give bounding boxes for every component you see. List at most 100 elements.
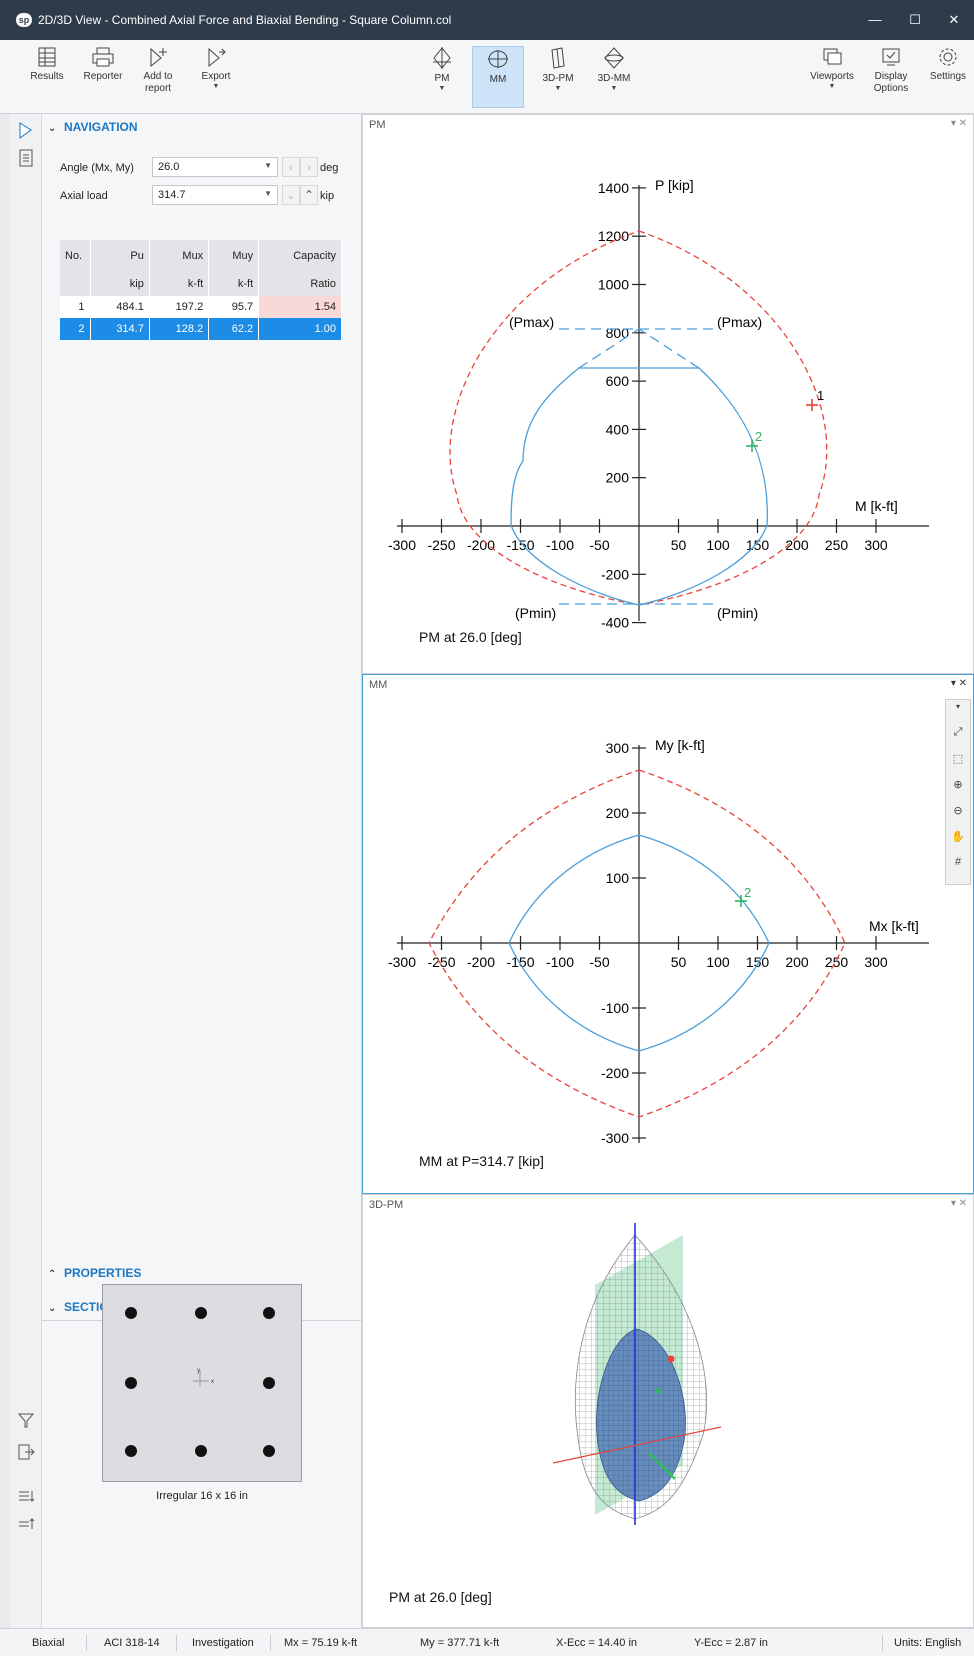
pm-y-tick-label: 1000 <box>598 277 629 293</box>
navigation-section-header[interactable]: ⌄ NAVIGATION <box>48 120 138 134</box>
3d-load-point-2[interactable] <box>656 1388 662 1394</box>
chevron-down-icon: ⌄ <box>48 123 57 134</box>
load-point-2[interactable]: 2 <box>735 885 751 907</box>
close-button[interactable]: ✕ <box>948 12 960 27</box>
zoom-window-icon[interactable]: ⬚ <box>952 753 964 765</box>
pan-hand-icon[interactable]: ✋ <box>951 831 965 843</box>
status-design-code: ACI 318-14 <box>104 1637 160 1649</box>
mm-viewport-tab: MM <box>369 679 388 691</box>
3d-pm-icon <box>551 47 565 69</box>
pm-nominal-capacity-curve <box>510 367 768 606</box>
results-label: Results <box>30 71 64 82</box>
section-caption: Irregular 16 x 16 in <box>156 1490 248 1502</box>
table-cell: 2 <box>60 318 91 340</box>
mm-diagram-icon <box>488 50 508 68</box>
table-units-row: kip k-ft k-ft Ratio <box>60 272 342 296</box>
zoom-out-icon[interactable]: ⊖ <box>953 805 963 817</box>
report-page-icon[interactable] <box>16 148 36 168</box>
expand-all-icon[interactable] <box>16 1514 36 1534</box>
pm-view-button[interactable]: PM ▼ <box>420 46 464 108</box>
reporter-button[interactable]: Reporter <box>80 46 126 108</box>
load-point-2[interactable]: 2 <box>746 429 762 452</box>
mm-interaction-diagram[interactable]: -300 -250 -200 -150 -100 -50 50 100 150 200 250 300… <box>363 675 974 1195</box>
printer-icon <box>92 47 114 67</box>
zoom-extents-icon[interactable]: ⤢ <box>953 726 963 738</box>
mm-x-tick-label: 50 <box>671 954 687 970</box>
table-unit-cell: Ratio <box>258 272 342 296</box>
axial-load-combobox[interactable]: 314.7 ▼ <box>152 185 278 205</box>
3d-mm-icon <box>604 47 624 69</box>
load-point-1[interactable]: 1 <box>806 388 824 411</box>
rebar <box>195 1307 207 1319</box>
properties-section-header[interactable]: ⌃ PROPERTIES <box>48 1266 141 1280</box>
table-cell: 95.7 <box>208 296 260 318</box>
3d-pm-view-button[interactable]: 3D-PM ▼ <box>536 46 580 108</box>
table-header-cell: Muy <box>208 240 260 272</box>
maximize-button[interactable]: ☐ <box>909 12 921 27</box>
pm-y-tick-label: 600 <box>606 373 630 389</box>
title-bar: sp 2D/3D View - Combined Axial Force and… <box>0 0 974 40</box>
mm-viewport[interactable]: MM ▾ ✕ -300 -250 -200 -150 -100 -50 50 100 150 20… <box>362 674 974 1194</box>
exit-icon[interactable] <box>16 1442 36 1462</box>
navigation-panel: ⌄ NAVIGATION Angle (Mx, My) 26.0 ▼ ‹ › de… <box>42 114 362 1628</box>
display-options-icon <box>882 48 900 66</box>
3d-mm-view-button[interactable]: 3D-MM ▼ <box>592 46 636 108</box>
status-run-mode: Investigation <box>192 1637 254 1649</box>
rebar <box>195 1445 207 1457</box>
table-unit-cell <box>60 272 91 296</box>
angle-combobox[interactable]: 26.0 ▼ <box>152 157 278 177</box>
3d-pm-view-label: 3D-PM <box>542 73 574 84</box>
3d-pm-caption: PM at 26.0 [deg] <box>389 1589 492 1605</box>
display-options-label: Display Options <box>873 71 909 94</box>
pm-interaction-diagram[interactable]: -300 -250 -200 -150 -100 -50 50 100 150 200 250 300… <box>363 115 974 675</box>
add-to-report-label: Add to report <box>143 71 173 94</box>
viewport-controls[interactable]: ▾ ✕ <box>950 1198 967 1209</box>
table-row[interactable]: 1 484.1 197.2 95.7 1.54 <box>60 296 342 318</box>
3d-pm-viewport[interactable]: 3D-PM ▾ ✕ PM at 26.0 [deg] <box>362 1194 974 1628</box>
viewports-button[interactable]: Viewports ▼ <box>806 46 858 108</box>
table-header-cell: No. <box>60 240 91 272</box>
mm-y-tick-label: 300 <box>606 740 630 756</box>
table-header-cell: Mux <box>149 240 210 272</box>
pm-viewport[interactable]: PM ▾ ✕ -300 -250 -200 -150 -100 -50 50 100 150 20… <box>362 114 974 674</box>
status-bar: Biaxial ACI 318-14 Investigation Mx = 75… <box>0 1628 974 1656</box>
pm-pmax-taper <box>578 328 640 369</box>
angle-prev-button[interactable]: ‹ <box>282 157 300 177</box>
table-cell: 1 <box>60 296 91 318</box>
table-cell: 128.2 <box>149 318 210 340</box>
angle-label: Angle (Mx, My) <box>60 162 134 174</box>
export-label: Export <box>201 71 231 82</box>
viewport-controls[interactable]: ▾ ✕ <box>950 118 967 129</box>
grid-icon[interactable]: # <box>954 856 962 868</box>
chevron-up-icon: ⌃ <box>48 1269 57 1280</box>
chevron-down-icon: ▼ <box>828 83 836 90</box>
viewport-controls[interactable]: ▾ ✕ <box>950 678 967 689</box>
filter-icon[interactable] <box>16 1410 36 1430</box>
add-to-report-button[interactable]: Add to report <box>138 46 178 108</box>
diagram-view-icon[interactable] <box>16 120 36 140</box>
results-button[interactable]: Results <box>28 46 66 108</box>
mm-x-tick-label: 200 <box>785 954 809 970</box>
table-cell: 197.2 <box>149 296 210 318</box>
pm-x-tick-label: 300 <box>864 537 888 553</box>
3d-load-point-1[interactable] <box>667 1355 675 1363</box>
minimize-button[interactable]: — <box>868 12 882 27</box>
display-options-button[interactable]: Display Options <box>868 46 914 108</box>
collapse-all-icon[interactable] <box>16 1486 36 1506</box>
axial-load-up-button[interactable]: ⌃ <box>300 185 318 205</box>
chevron-down-icon[interactable]: ▾ <box>955 702 960 711</box>
axial-load-down-button[interactable]: ⌄ <box>282 185 300 205</box>
zoom-in-icon[interactable]: ⊕ <box>953 779 963 791</box>
mm-view-button[interactable]: MM <box>472 46 524 108</box>
3d-pm-surface[interactable] <box>363 1195 974 1629</box>
export-button[interactable]: Export ▼ <box>196 46 236 108</box>
angle-unit: deg <box>320 162 339 174</box>
table-row-selected[interactable]: 2 314.7 128.2 62.2 1.00 <box>60 318 342 340</box>
mm-caption: MM at P=314.7 [kip] <box>419 1153 544 1169</box>
table-header-cell: Pu <box>90 240 150 272</box>
load-point-2-label: 2 <box>744 885 751 900</box>
angle-next-button[interactable]: › <box>300 157 318 177</box>
chevron-down-icon: ▼ <box>438 85 446 92</box>
3d-pm-viewport-tab: 3D-PM <box>369 1199 404 1211</box>
settings-button[interactable]: Settings <box>926 46 970 108</box>
